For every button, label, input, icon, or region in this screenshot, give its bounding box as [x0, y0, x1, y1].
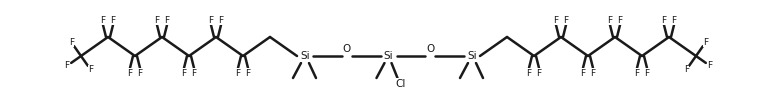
Text: F: F — [580, 69, 586, 78]
Text: F: F — [553, 15, 559, 25]
Text: Si: Si — [300, 51, 310, 61]
Text: F: F — [563, 15, 569, 25]
Text: Si: Si — [467, 51, 477, 61]
Text: Si: Si — [384, 51, 393, 61]
Text: F: F — [608, 15, 612, 25]
Text: F: F — [127, 69, 133, 78]
Text: F: F — [618, 15, 622, 25]
Text: F: F — [591, 69, 595, 78]
Text: F: F — [661, 15, 667, 25]
Text: F: F — [246, 69, 250, 78]
Text: O: O — [343, 44, 351, 54]
Text: F: F — [155, 15, 159, 25]
Text: F: F — [182, 69, 186, 78]
Text: F: F — [68, 38, 74, 47]
Text: F: F — [100, 15, 106, 25]
Text: Cl: Cl — [395, 79, 406, 89]
Text: F: F — [208, 15, 214, 25]
Text: F: F — [218, 15, 224, 25]
Text: F: F — [536, 69, 542, 78]
Text: F: F — [527, 69, 531, 78]
Text: F: F — [644, 69, 650, 78]
Text: F: F — [707, 61, 713, 70]
Text: F: F — [703, 38, 709, 47]
Text: F: F — [671, 15, 677, 25]
Text: F: F — [635, 69, 639, 78]
Text: F: F — [89, 65, 93, 74]
Text: F: F — [235, 69, 241, 78]
Text: F: F — [684, 65, 688, 74]
Text: O: O — [426, 44, 434, 54]
Text: F: F — [64, 61, 70, 70]
Text: F: F — [110, 15, 116, 25]
Text: F: F — [138, 69, 142, 78]
Text: F: F — [191, 69, 197, 78]
Text: F: F — [165, 15, 169, 25]
